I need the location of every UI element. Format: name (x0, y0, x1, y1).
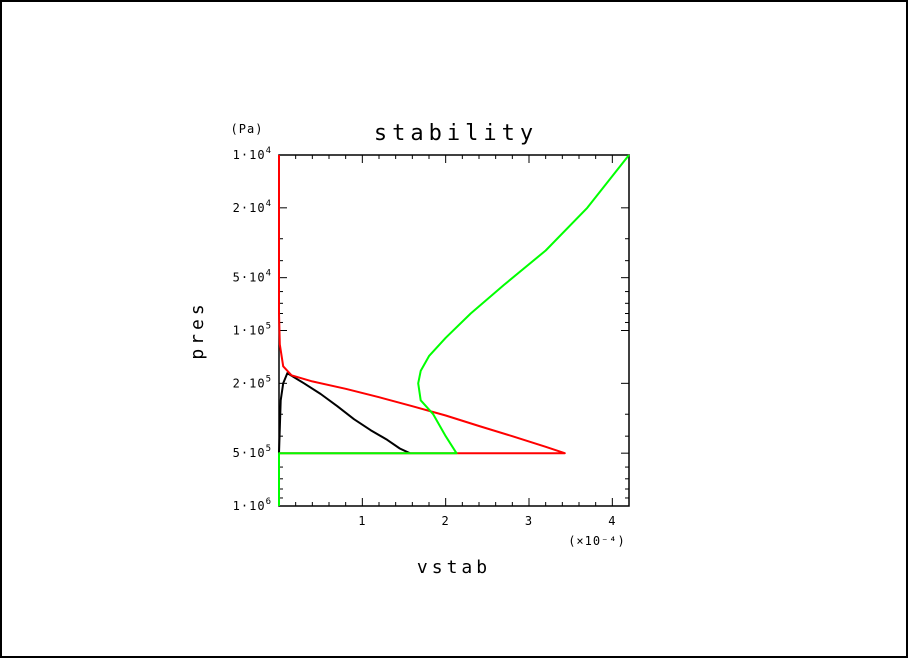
plot-area: 1 2 3 4 1·104 2·104 5·104 1·105 2·105 5·105 1·106 (233, 146, 630, 528)
y-tick-label: 1·105 (233, 322, 272, 338)
y-tick-label: 1·106 (233, 497, 272, 513)
series-line-1 (278, 372, 411, 506)
y-tick-label: 2·105 (233, 374, 272, 390)
series-line-2 (278, 155, 566, 455)
x-tick-label: 2 (442, 514, 450, 528)
x-tick-label: 1 (358, 514, 366, 528)
x-tick-label: 4 (608, 514, 616, 528)
y-tick-label: 1·104 (233, 146, 272, 162)
y-unit-label: (Pa) (231, 122, 264, 136)
y-tick-label: 5·105 (233, 444, 272, 460)
y-tick-label: 2·104 (233, 199, 272, 215)
series-line-3 (278, 154, 630, 506)
x-tick-label: 3 (525, 514, 533, 528)
x-multiplier-label: (×10⁻⁴) (568, 534, 626, 548)
x-axis-label: vstab (417, 557, 491, 578)
y-tick-label: 5·104 (233, 269, 272, 285)
y-axis-label: pres (187, 300, 208, 359)
chart-title: stability (374, 121, 538, 146)
